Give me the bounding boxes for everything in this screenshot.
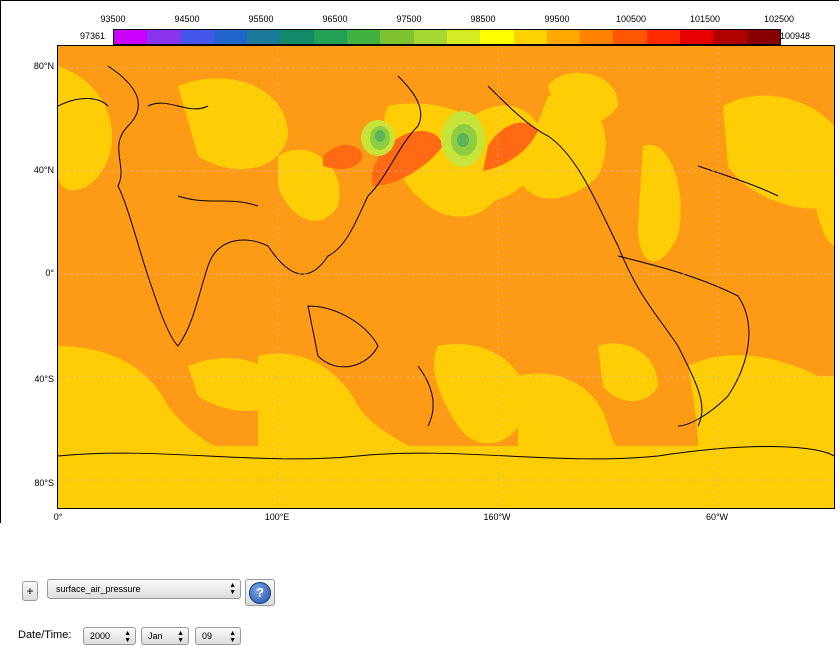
colorbar-swatch [613, 30, 647, 44]
colorbar-tick-labels: 93500 94500 95500 96500 97500 98500 9950… [0, 14, 840, 28]
latitude-label: 40°N [33, 165, 54, 175]
colorbar-tick-label: 93500 [100, 14, 126, 24]
pressure-map[interactable] [57, 45, 835, 509]
colorbar-swatch [147, 30, 181, 44]
colorbar-swatch [413, 30, 447, 44]
variable-select[interactable]: surface_air_pressure ▲ ▼ [47, 579, 241, 599]
colorbar-tick-label: 98500 [470, 14, 496, 24]
longitude-label: 0° [53, 512, 63, 522]
colorbar-tick-label: 101500 [689, 14, 721, 24]
select-arrows-icon: ▲ ▼ [124, 630, 131, 644]
colorbar-swatch [446, 30, 481, 44]
latitude-label: 80°S [34, 478, 54, 488]
colorbar-swatch [713, 30, 747, 44]
colorbar-swatch [180, 30, 214, 44]
colorbar-swatch [213, 30, 248, 44]
select-arrows-icon: ▲ ▼ [177, 630, 184, 644]
colorbar-swatch [347, 30, 381, 44]
day-select-value: 09 [202, 631, 213, 641]
colorbar-swatch [513, 30, 547, 44]
colorbar-tick-label: 94500 [174, 14, 200, 24]
select-arrows-icon: ▲ ▼ [229, 630, 236, 644]
select-arrows-icon: ▲ ▼ [229, 582, 236, 596]
field-low-band-3 [375, 130, 469, 147]
colorbar-swatch [580, 30, 614, 44]
help-icon: ? [249, 582, 271, 604]
colorbar-swatch [546, 30, 581, 44]
colorbar-swatch [247, 30, 281, 44]
colorbar-min-label: 97361 [80, 31, 106, 41]
colorbar-tick-label: 102500 [763, 14, 795, 24]
longitude-label: 100°E [264, 512, 290, 522]
plot-frame [0, 0, 839, 523]
colorbar-swatch [680, 30, 714, 44]
colorbar-swatch [746, 30, 780, 44]
add-variable-button[interactable]: + [22, 581, 38, 601]
month-select[interactable]: Jan ▲ ▼ [141, 627, 189, 645]
colorbar-tick-label: 100500 [615, 14, 647, 24]
colorbar-swatch [114, 30, 148, 44]
latitude-label: 40°S [34, 374, 54, 384]
colorbar-tick-label: 99500 [544, 14, 570, 24]
colorbar-swatch [480, 30, 514, 44]
colorbar-swatch [380, 30, 414, 44]
latitude-label: 0° [45, 268, 54, 278]
colorbar [113, 29, 781, 45]
help-button[interactable]: ? [245, 579, 275, 606]
variable-select-value: surface_air_pressure [56, 584, 141, 594]
day-select[interactable]: 09 ▲ ▼ [195, 627, 241, 645]
colorbar-max-label: 100948 [780, 31, 811, 41]
year-select[interactable]: 2000 ▲ ▼ [83, 627, 136, 645]
pressure-map-canvas [58, 46, 834, 508]
colorbar-tick-label: 96500 [322, 14, 348, 24]
latitude-label: 80°N [33, 61, 54, 71]
month-select-value: Jan [148, 631, 163, 641]
colorbar-swatch [280, 30, 314, 44]
longitude-label: 160°W [483, 512, 511, 522]
colorbar-swatch [646, 30, 681, 44]
colorbar-swatch [313, 30, 348, 44]
longitude-label: 60°W [705, 512, 729, 522]
datetime-label: Date/Time: [18, 629, 72, 641]
colorbar-tick-label: 95500 [248, 14, 274, 24]
graticule [58, 46, 834, 508]
colorbar-tick-label: 97500 [396, 14, 422, 24]
coastlines [58, 65, 834, 460]
year-select-value: 2000 [90, 631, 111, 641]
